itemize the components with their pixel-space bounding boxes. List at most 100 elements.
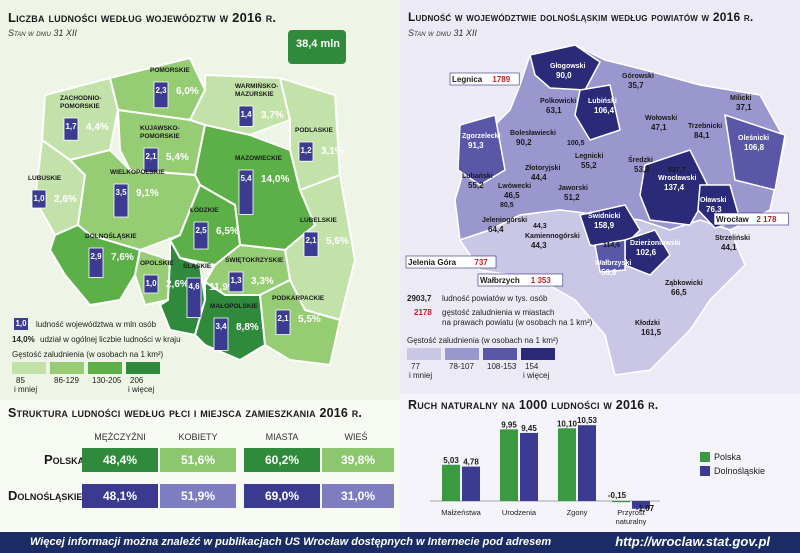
share-value: 3,3% — [251, 276, 274, 287]
powiat-name: Lubiński — [588, 98, 617, 105]
powiat-value: 51,2 — [564, 193, 580, 202]
powiat-value: 90,2 — [516, 138, 532, 147]
powiat-value: 46,5 — [504, 191, 520, 200]
bar-1-0 — [500, 429, 518, 501]
cell-polska-cities: 60,2% — [244, 448, 320, 472]
bar-0-0 — [442, 464, 460, 501]
poland-map-subtitle: Stan w dniu 31 XII — [8, 28, 77, 38]
city-name: Jelenia Góra — [408, 258, 457, 267]
dolno-legend-total-value: 2903,7 — [407, 294, 432, 303]
share-value: 11,9% — [209, 282, 237, 293]
voivodeship-10: DOLNOŚLĄSKIE 2,9 7,6% — [85, 231, 137, 278]
powiat-value: 66,5 — [671, 288, 687, 297]
dolno-legend-density-value: 2178 — [414, 308, 432, 317]
pop-bar — [298, 141, 314, 162]
voivodeship-name: ŚLĄSKIE — [183, 261, 212, 270]
voivodeship-name: PODKARPACKIE — [272, 295, 325, 302]
hdr-rural: WIEŚ — [344, 432, 368, 442]
powiat-value: 44,3 — [531, 241, 547, 250]
voivodeship-name: OPOLSKIE — [140, 260, 174, 267]
share-value: 8,8% — [236, 322, 259, 333]
share-value: 14,0% — [261, 174, 289, 185]
share-value: 5,4% — [166, 152, 189, 163]
density-label-2: 130-205 — [92, 376, 122, 385]
voivodeship-name: PODLASKIE — [295, 127, 334, 134]
powiat-name: Górowski — [622, 73, 654, 80]
powiat-walbrzyski-shape — [594, 239, 626, 273]
city-density: 1789 — [492, 75, 510, 84]
share-value: 5,6% — [326, 236, 349, 247]
pop-value: 2,1 — [305, 236, 317, 245]
pop-value: 5,4 — [240, 174, 252, 183]
pop-bar — [143, 274, 159, 294]
voivodeship-15: PODKARPACKIE 2,1 5,5% — [272, 295, 325, 336]
powiat-lubinski-shape — [574, 84, 621, 141]
powiat-name: Wołowski — [645, 115, 677, 122]
powiat-value: 55,2 — [581, 161, 597, 170]
city-1: Wrocław 2 178 — [713, 212, 789, 226]
powiat-value: 37,1 — [736, 103, 752, 112]
dolno-density-legend: 77 i mniej 78-107 108-153 154 i więcej — [407, 348, 607, 384]
pop-value: 1,0 — [145, 279, 157, 288]
chart-title: Ruch naturalny na 1000 ludności w 2016 r… — [408, 398, 659, 412]
density-swatch-0 — [12, 362, 46, 374]
cell-dolno-cities: 69,0% — [244, 484, 320, 508]
powiat-name: Polkowicki — [540, 98, 576, 105]
bar-label-2-0: 10,10 — [557, 419, 578, 428]
powiat-zgorzelecki-shape — [457, 114, 506, 186]
cell-dolno-men: 48,1% — [82, 484, 158, 508]
density-legend: 85 i mniej 86-129 130-205 206 i więcej — [12, 362, 212, 398]
region-malopolskie — [193, 280, 267, 362]
powiat-name: Świdnicki — [588, 211, 620, 220]
pop-bar — [238, 105, 254, 127]
footer-url[interactable]: http://wroclaw.stat.gov.pl — [615, 534, 770, 549]
voivodeship-name: WARMIŃSKO- — [235, 81, 278, 90]
legend-share-value: 14,0% — [12, 335, 35, 344]
pop-value: 3,4 — [215, 322, 227, 331]
voivodeship-1: ZACHODNIO-POMORSKIE 1,7 4,4% — [60, 95, 109, 141]
powiat-name: Ząbkowicki — [665, 280, 703, 287]
bar-0-1 — [462, 466, 480, 501]
voivodeship-name: LUBELSKIE — [300, 217, 338, 224]
powiat-value: 44,4 — [531, 173, 547, 182]
powiat-name: Jeleniogórski — [482, 217, 527, 224]
density-swatch-2 — [483, 348, 517, 360]
cell-polska-women: 51,6% — [160, 448, 236, 472]
voivodeship-name: ŁÓDZKIE — [190, 205, 219, 214]
powiat-name: Zgorzelecki — [462, 133, 501, 140]
powiat-value: 106,4 — [594, 106, 615, 115]
hdr-cities: MIASTA — [265, 432, 299, 442]
powiat-name: Kłodzki — [635, 320, 660, 327]
share-value: 7,6% — [111, 252, 134, 263]
powiat-value: 64,4 — [488, 225, 504, 234]
city-value-2: 114,6 — [603, 242, 620, 249]
category-label-2: Zgony — [567, 508, 588, 517]
voivodeship-4: KUJAWSKO-POMORSKIE 2,1 5,4% — [140, 125, 189, 174]
hdr-men: MĘŻCZYŹNI — [94, 432, 146, 442]
pop-value: 2,5 — [195, 226, 207, 235]
density-swatch-0 — [407, 348, 441, 360]
pop-value: 1,3 — [230, 276, 242, 285]
dolno-map-subtitle: Stan w dniu 31 XII — [408, 28, 477, 38]
city-box — [405, 255, 497, 269]
powiat-olesnicki-shape — [724, 113, 786, 191]
voivodeship-8: ŁÓDZKIE 2,5 6,5% — [190, 205, 239, 250]
voivodeship-name: POMORSKIE — [140, 133, 180, 140]
voivodeship-0: POMORSKIE 2,3 6,0% — [150, 67, 199, 109]
density-label-0: 85 — [16, 376, 25, 385]
voivodeship-name: ŚWIĘTOKRZYSKIE — [225, 255, 284, 264]
density-label-0: 77 — [411, 362, 420, 371]
city-value-3: 637,7 — [668, 167, 686, 174]
category-label-3: Przyrost — [617, 508, 645, 517]
voivodeship-name: ZACHODNIO- — [60, 95, 102, 102]
region-kujawsko-pomorskie — [116, 108, 207, 177]
